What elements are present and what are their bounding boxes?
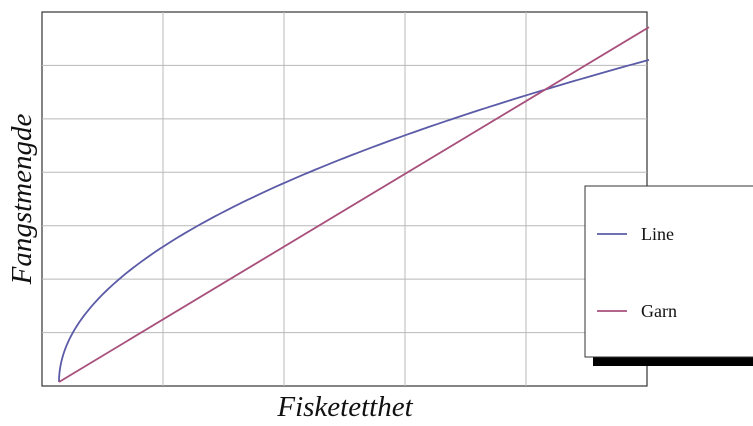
series-layer (58, 26, 650, 383)
series-garn-curve (58, 26, 650, 383)
y-axis-title: Fangstmengde (6, 114, 38, 286)
legend-label-line: Line (641, 224, 674, 244)
grid (42, 12, 647, 386)
legend-box (584, 185, 753, 358)
legend: Line Garn (584, 185, 753, 366)
legend-label-garn: Garn (641, 301, 677, 321)
x-axis-title: Fisketetthet (276, 391, 413, 423)
series-line-curve (58, 58, 650, 383)
plot-frame (41, 11, 648, 387)
